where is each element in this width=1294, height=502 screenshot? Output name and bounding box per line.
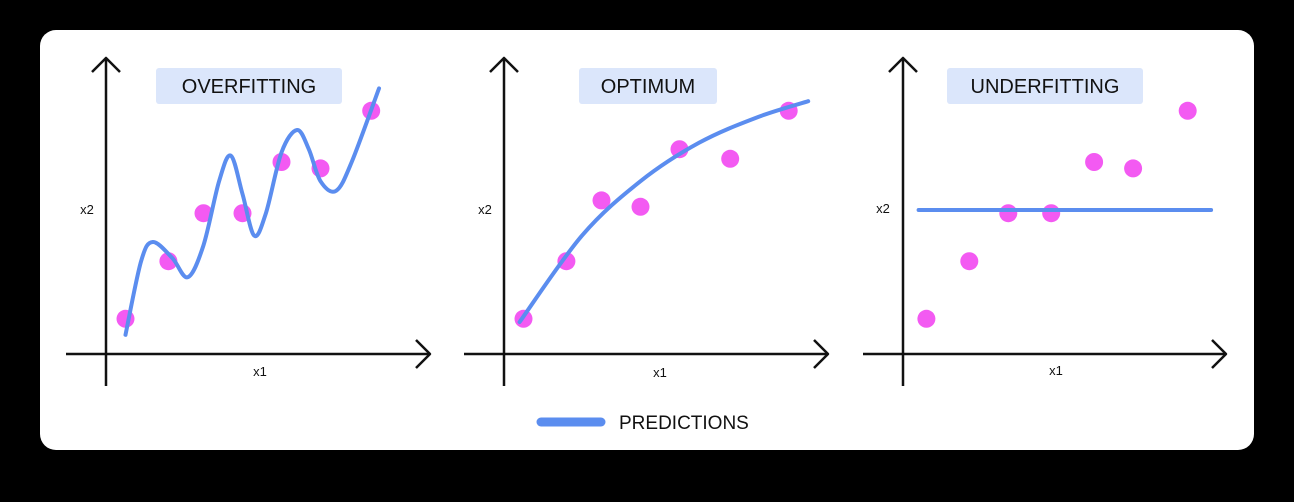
data-point <box>1124 159 1143 178</box>
prediction-line <box>517 99 811 324</box>
legend: PREDICTIONS <box>536 413 749 434</box>
y-axis-label: x2 <box>876 201 890 216</box>
x-axis-arrow-icon <box>415 339 432 369</box>
chart-panel-2: x1 x2 OPTIMUM <box>464 56 830 386</box>
data-point <box>1178 101 1197 120</box>
data-point <box>999 204 1018 223</box>
y-axis-arrow-icon <box>888 56 918 73</box>
chart-panel-1: x1 x2 OVERFITTING <box>66 56 432 386</box>
x-axis-label: x1 <box>253 364 267 379</box>
y-axis-label: x2 <box>478 202 492 217</box>
legend-label: PREDICTIONS <box>619 413 749 434</box>
x-axis-label: x1 <box>653 365 667 380</box>
y-axis-label: x2 <box>80 202 94 217</box>
data-point <box>1085 153 1104 171</box>
chart-title: UNDERFITTING <box>971 76 1120 98</box>
data-point <box>721 149 740 168</box>
data-point <box>1042 204 1061 223</box>
chart-panel-3: x1 x2 UNDERFITTING <box>863 56 1228 386</box>
data-point <box>917 309 936 328</box>
chart-title: OVERFITTING <box>182 76 316 98</box>
data-point <box>194 204 213 223</box>
data-point <box>670 140 689 159</box>
data-point <box>631 197 650 216</box>
x-axis-label: x1 <box>1049 363 1063 378</box>
x-axis-arrow-icon <box>1211 339 1228 369</box>
y-axis-arrow-icon <box>91 56 121 73</box>
x-axis-arrow-icon <box>813 339 830 369</box>
prediction-line <box>123 86 381 337</box>
chart-title-badge <box>579 68 717 104</box>
data-point <box>960 252 979 271</box>
chart-title: OPTIMUM <box>601 76 695 98</box>
y-axis-arrow-icon <box>489 56 519 73</box>
data-point <box>592 191 611 210</box>
chart-title-badge <box>947 68 1143 104</box>
chart-title-badge <box>156 68 342 104</box>
data-point <box>557 252 576 271</box>
